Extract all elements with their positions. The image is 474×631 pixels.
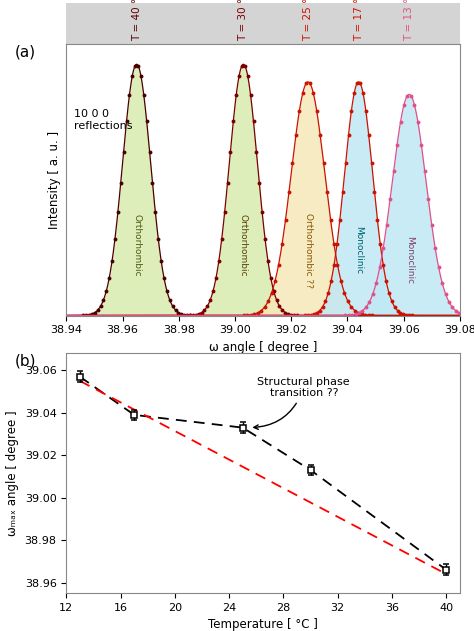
Text: Monoclinic: Monoclinic: [405, 236, 414, 285]
Text: Monoclinic: Monoclinic: [354, 226, 363, 274]
X-axis label: Temperature [ °C ]: Temperature [ °C ]: [208, 618, 318, 631]
Text: (b): (b): [15, 353, 36, 369]
Text: Orthorhombic: Orthorhombic: [239, 214, 248, 276]
Y-axis label: ωₘₐₓ angle [ degree ]: ωₘₐₓ angle [ degree ]: [6, 410, 19, 536]
Text: T = 25 °C: T = 25 °C: [303, 0, 313, 42]
Text: 10 0 0
reflections: 10 0 0 reflections: [74, 109, 133, 131]
Text: Structural phase
transition ??: Structural phase transition ??: [254, 377, 350, 429]
Y-axis label: Intensity [ a. u. ]: Intensity [ a. u. ]: [48, 131, 61, 229]
X-axis label: ω angle [ degree ]: ω angle [ degree ]: [209, 341, 317, 354]
Text: (a): (a): [15, 44, 36, 59]
Text: T = 13 °C: T = 13 °C: [404, 0, 414, 42]
Text: Orthorhombic ??: Orthorhombic ??: [303, 213, 312, 288]
Text: T = 17 °C: T = 17 °C: [354, 0, 364, 42]
Text: Orthorhombic: Orthorhombic: [132, 214, 141, 276]
Text: T = 30 °C: T = 30 °C: [238, 0, 248, 42]
Text: T = 40 °C: T = 40 °C: [132, 0, 142, 42]
